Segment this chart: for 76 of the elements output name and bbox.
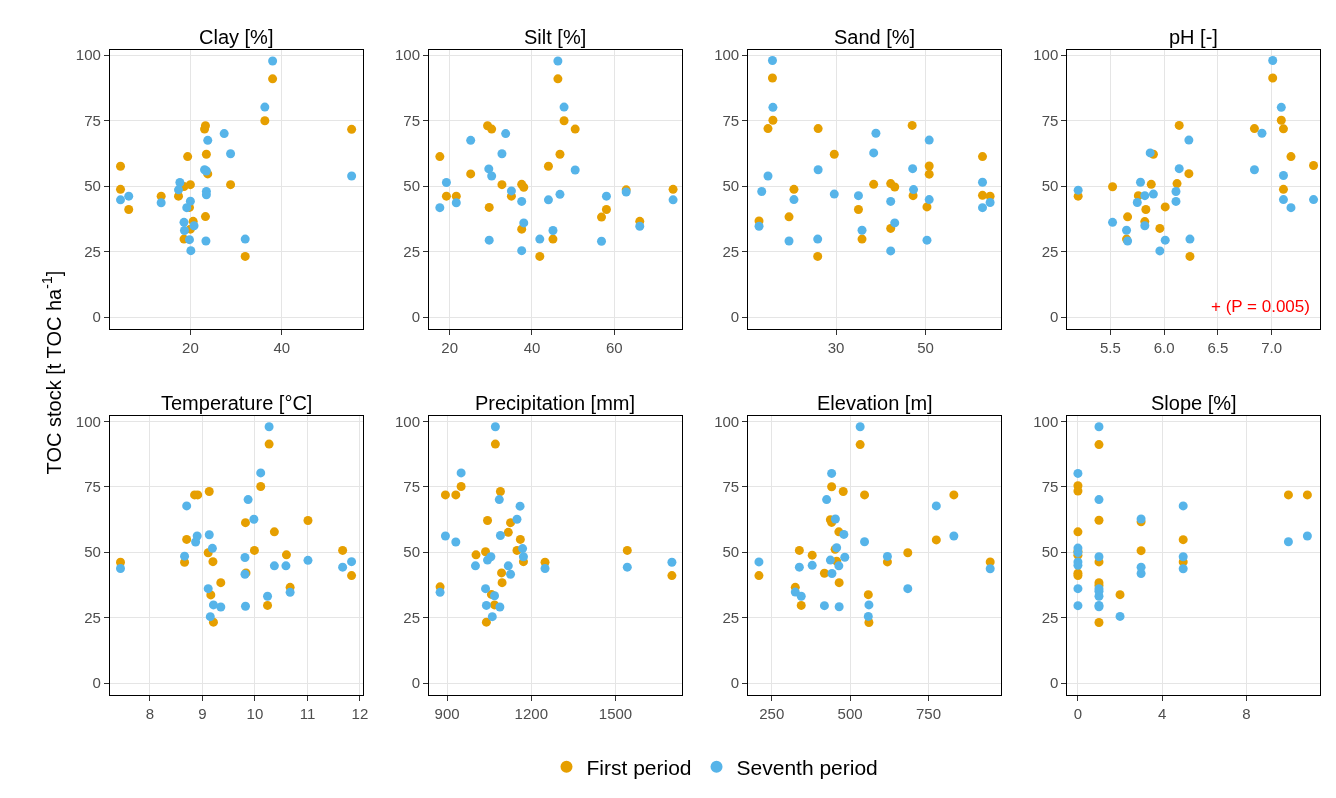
x-tick-label: 500 <box>837 705 863 723</box>
y-tick-label: 75 <box>722 478 740 496</box>
y-tick-label: 100 <box>75 46 101 64</box>
x-tick-label: 900 <box>434 705 460 723</box>
x-tick-label: 1200 <box>514 705 548 723</box>
x-tick-label: 12 <box>351 705 369 723</box>
x-tick-label: 6.0 <box>1153 339 1175 357</box>
x-tick-label: 750 <box>915 705 941 723</box>
x-tick-label: 0 <box>1073 705 1083 723</box>
y-tick-label: 100 <box>75 412 101 430</box>
chart-title: Precipitation [mm] <box>475 392 636 414</box>
y-tick-label: 0 <box>92 674 101 692</box>
x-tick-label: 9 <box>198 705 207 723</box>
y-tick-label: 100 <box>1033 46 1059 64</box>
y-tick-label: 0 <box>411 674 421 692</box>
y-tick-label: 25 <box>722 608 740 626</box>
y-tick-label: 50 <box>1041 543 1059 561</box>
y-tick-label: 0 <box>1049 674 1059 692</box>
y-tick-label: 25 <box>722 242 740 260</box>
y-tick-label: 75 <box>403 111 421 129</box>
chart-title: Sand [%] <box>834 26 916 48</box>
y-tick-label: 25 <box>403 608 421 626</box>
y-tick-label: 0 <box>411 308 421 326</box>
x-tick-label: 40 <box>273 339 291 357</box>
y-tick-label: 100 <box>395 412 421 430</box>
x-tick-label: 7.0 <box>1261 339 1283 357</box>
chart-title: pH [-] <box>1169 26 1218 48</box>
y-tick-label: 100 <box>714 46 740 64</box>
y-tick-label: 100 <box>395 46 421 64</box>
chart-title: Clay [%] <box>199 26 274 48</box>
x-tick-label: 8 <box>1242 705 1251 723</box>
legend-label: Seventh period <box>736 755 878 779</box>
y-tick-label: 50 <box>403 543 421 561</box>
x-tick-label: 11 <box>299 705 316 723</box>
x-tick-label: 8 <box>145 705 155 723</box>
x-tick-label: 5.5 <box>1099 339 1121 357</box>
y-tick-label: 75 <box>84 478 101 496</box>
x-tick-label: 30 <box>827 339 845 357</box>
x-tick-label: 250 <box>759 705 785 723</box>
y-tick-label: 0 <box>1049 308 1059 326</box>
x-tick-label: 4 <box>1157 705 1167 723</box>
y-tick-label: 75 <box>1041 111 1059 129</box>
chart-title: Slope [%] <box>1151 392 1237 414</box>
x-tick-label: 1500 <box>598 705 633 723</box>
chart-title: Elevation [m] <box>817 392 933 414</box>
x-tick-label: 10 <box>246 705 264 723</box>
y-tick-label: 100 <box>1033 412 1059 430</box>
y-tick-label: 25 <box>84 242 101 260</box>
y-tick-label: 75 <box>1041 478 1059 496</box>
annotation: + (P = 0.005) <box>1211 297 1310 316</box>
y-tick-label: 0 <box>730 308 740 326</box>
chart-title: Temperature [°C] <box>161 392 313 414</box>
y-tick-label: 25 <box>84 608 101 626</box>
x-tick-label: 20 <box>441 339 459 357</box>
y-tick-label: 75 <box>84 111 101 129</box>
y-tick-label: 50 <box>84 543 101 561</box>
x-tick-label: 40 <box>523 339 541 357</box>
y-tick-label: 0 <box>92 308 101 326</box>
y-tick-label: 50 <box>84 177 101 195</box>
y-tick-label: 75 <box>403 478 421 496</box>
x-tick-label: 50 <box>917 339 934 357</box>
x-tick-label: 60 <box>605 339 623 357</box>
y-tick-label: 0 <box>730 674 740 692</box>
y-tick-label: 50 <box>722 543 740 561</box>
y-tick-label: 50 <box>403 177 421 195</box>
y-tick-label: 100 <box>714 412 740 430</box>
x-tick-label: 6.5 <box>1207 339 1229 357</box>
y-tick-label: 25 <box>403 242 421 260</box>
y-tick-label: 75 <box>722 111 740 129</box>
x-tick-label: 20 <box>182 339 199 357</box>
y-tick-label: 50 <box>1041 177 1059 195</box>
chart-title: Silt [%] <box>524 26 587 48</box>
y-tick-label: 50 <box>722 177 740 195</box>
y-tick-label: 25 <box>1041 242 1059 260</box>
legend-label: First period <box>586 755 692 779</box>
y-tick-label: 25 <box>1041 608 1059 626</box>
